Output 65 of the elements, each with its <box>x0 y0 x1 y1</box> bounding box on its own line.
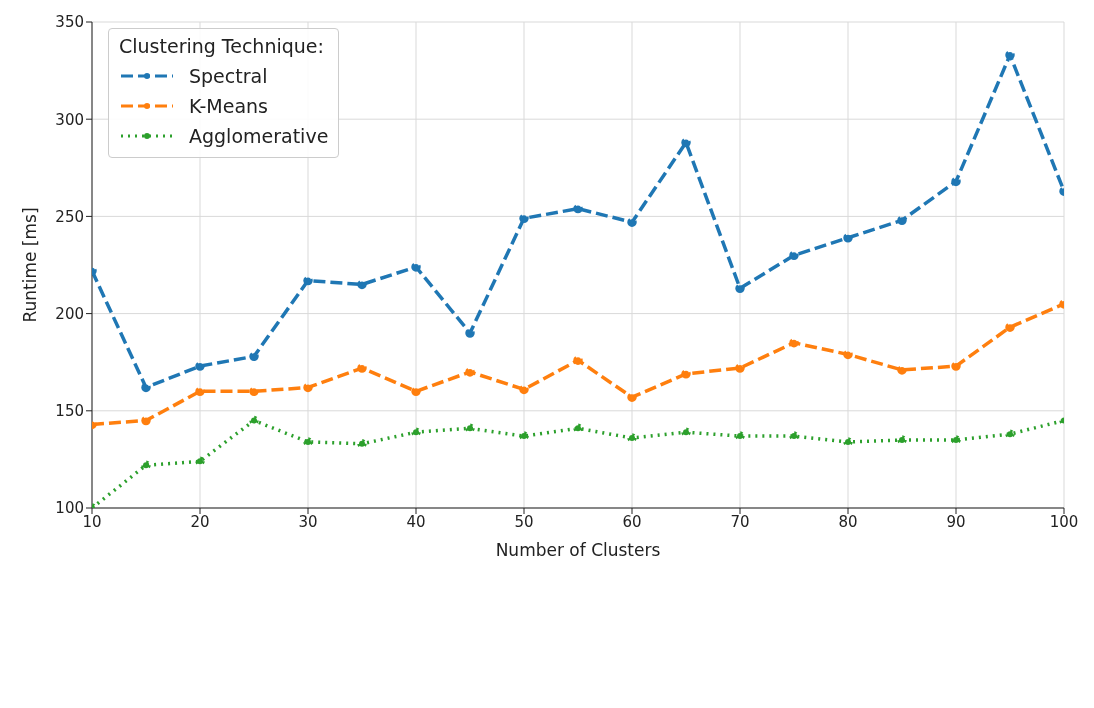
point <box>897 215 907 226</box>
point <box>519 213 529 224</box>
point <box>519 431 529 441</box>
point <box>951 176 961 187</box>
x-tick-label: 90 <box>946 512 966 531</box>
point <box>897 435 907 445</box>
point <box>1005 429 1015 439</box>
point <box>681 137 691 148</box>
point <box>627 217 637 227</box>
point <box>303 382 313 393</box>
point <box>735 283 745 294</box>
point <box>519 384 529 395</box>
point <box>303 275 313 286</box>
point <box>735 363 745 373</box>
point <box>195 386 205 397</box>
point <box>789 338 799 348</box>
x-axis-title: Number of Clusters <box>495 540 661 560</box>
point <box>411 386 421 397</box>
point <box>195 361 205 371</box>
legend-label: Agglomerative <box>189 125 329 147</box>
point <box>681 427 691 437</box>
point <box>411 262 421 272</box>
y-tick-label: 250 <box>55 207 84 226</box>
point <box>465 367 475 377</box>
point <box>141 415 151 426</box>
x-tick-label: 50 <box>514 512 534 531</box>
point <box>843 349 853 360</box>
point <box>249 351 259 362</box>
x-tick-label: 70 <box>730 512 750 531</box>
point <box>951 435 961 445</box>
point <box>843 233 853 243</box>
point <box>141 460 151 470</box>
y-tick-label: 300 <box>55 110 84 129</box>
point <box>573 355 583 366</box>
point <box>951 361 961 371</box>
point <box>249 386 259 397</box>
point <box>789 431 799 441</box>
x-tick-label: 100 <box>1049 512 1079 531</box>
point <box>735 431 745 441</box>
point <box>573 203 583 214</box>
point <box>681 369 691 379</box>
x-tick-label: 80 <box>838 512 858 531</box>
y-tick-label: 100 <box>55 499 84 518</box>
point <box>357 279 367 290</box>
x-tick-label: 40 <box>406 512 426 531</box>
point <box>465 328 475 338</box>
x-tick-label: 60 <box>622 512 642 531</box>
x-tick-label: 10 <box>82 512 102 531</box>
point <box>357 363 367 373</box>
x-tick-label: 20 <box>190 512 210 531</box>
y-tick-label: 350 <box>55 13 84 32</box>
y-tick-label: 150 <box>55 402 84 421</box>
point <box>789 250 799 261</box>
legend-label: Spectral <box>189 65 268 87</box>
x-tick-label: 30 <box>298 512 318 531</box>
point <box>1005 322 1015 332</box>
legend-label: K-Means <box>189 95 268 117</box>
point <box>627 392 637 402</box>
point <box>411 427 421 437</box>
point <box>897 365 907 375</box>
legend-title: Clustering Technique: <box>119 35 325 57</box>
point <box>1005 50 1015 60</box>
point <box>627 433 637 443</box>
y-axis-title: Runtime [ms] <box>20 207 41 323</box>
y-tick-label: 200 <box>55 304 84 323</box>
